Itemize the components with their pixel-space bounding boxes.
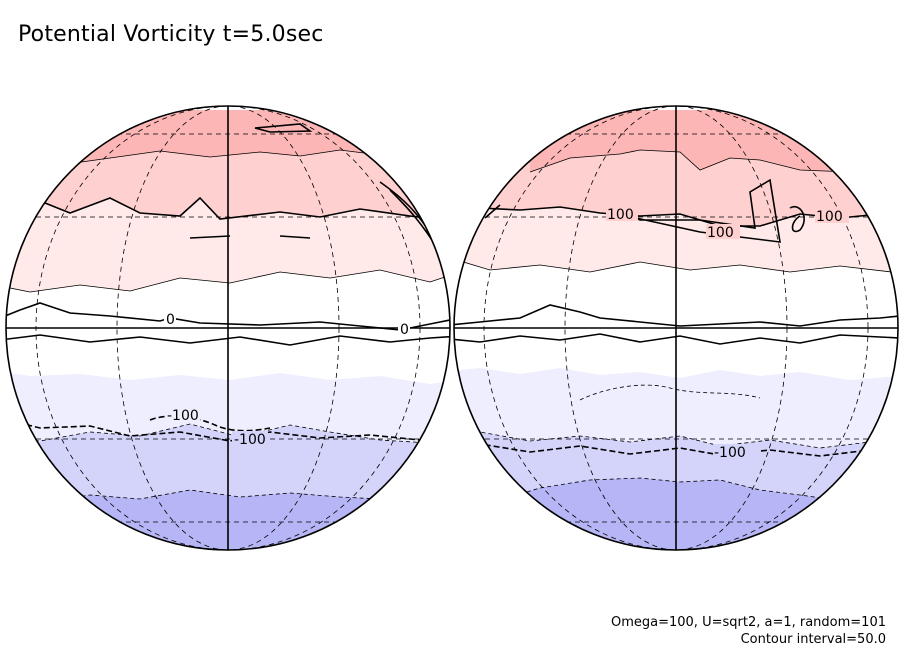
contour-label: 100 <box>707 225 734 241</box>
contour-label: -100 <box>167 408 199 424</box>
contour-label: -100 <box>234 432 266 448</box>
contour-label: 100 <box>816 209 843 225</box>
contour-label: 0 <box>166 312 175 328</box>
contour-labels: -100 -100 -100 0 0 100 100 100 <box>164 206 849 461</box>
right-hemisphere <box>454 106 898 550</box>
contour-interval-text: Contour interval=50.0 <box>740 632 886 647</box>
left-hemisphere <box>6 106 450 550</box>
footer-notes: Omega=100, U=sqrt2, a=1, random=101 Cont… <box>611 614 886 648</box>
parameter-text: Omega=100, U=sqrt2, a=1, random=101 <box>610 615 886 630</box>
contour-label: 100 <box>607 207 634 223</box>
contour-label: 0 <box>400 322 409 338</box>
left-globe-outline <box>5 105 451 551</box>
plot-title: Potential Vorticity t=5.0sec <box>18 22 324 47</box>
contour-label: -100 <box>714 445 746 461</box>
right-globe-outline <box>453 105 899 551</box>
